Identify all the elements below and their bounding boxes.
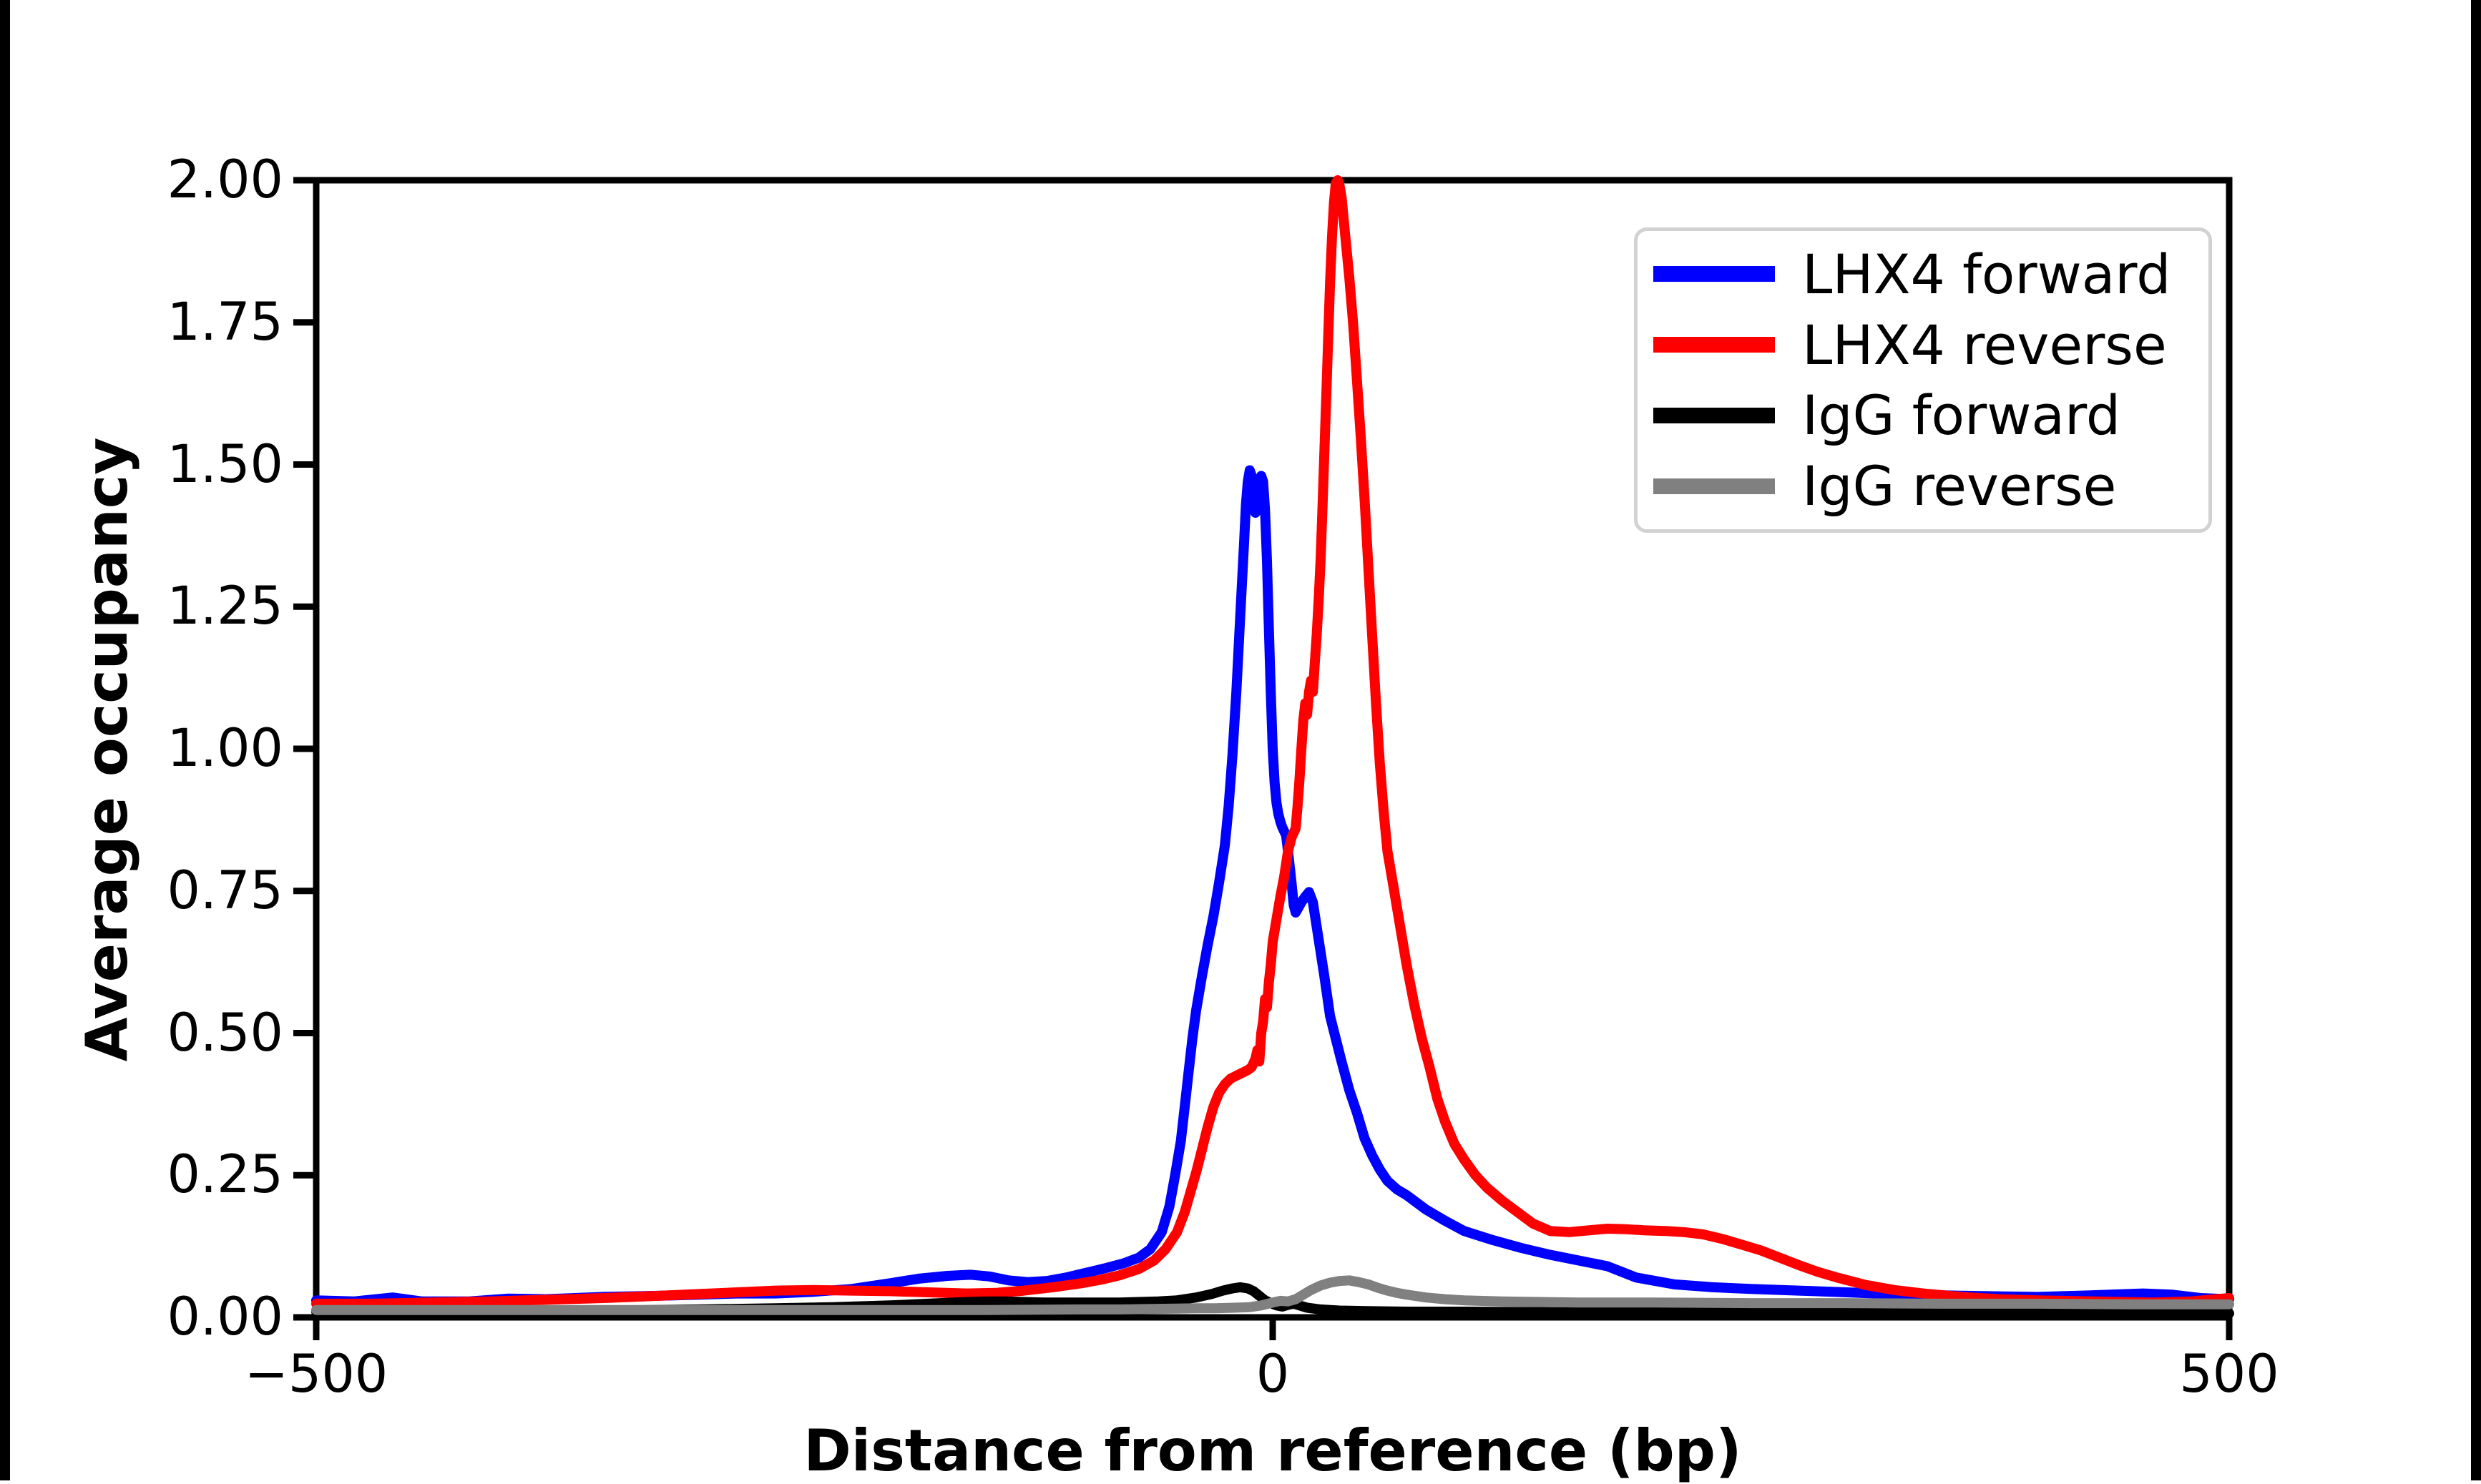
y-tick-label: 1.75 <box>167 291 283 353</box>
x-axis-label: Distance from reference (bp) <box>803 1417 1742 1484</box>
y-tick-label: 1.00 <box>167 718 283 779</box>
series-line-lhx4-reverse <box>311 175 2234 1309</box>
x-tick-label: 0 <box>1256 1344 1290 1405</box>
screen-edge-left <box>0 0 10 1480</box>
legend-line-sample-lhx4-forward <box>1653 266 1775 282</box>
x-tick-label: −500 <box>244 1344 388 1405</box>
legend-label: IgG reverse <box>1802 454 2117 519</box>
series-line-lhx4-forward <box>311 465 2234 1307</box>
legend-label: LHX4 forward <box>1802 242 2171 306</box>
legend-line-sample-lhx4-reverse <box>1653 337 1775 353</box>
screen-edge-right <box>2471 0 2481 1480</box>
legend-item-lhx4-forward: LHX4 forward <box>1653 242 2208 306</box>
legend-label: LHX4 reverse <box>1802 313 2167 377</box>
y-tick-label: 1.50 <box>167 433 283 495</box>
legend-line-sample-igg-forward <box>1653 407 1775 423</box>
legend-item-igg-reverse: IgG reverse <box>1653 454 2208 518</box>
legend: LHX4 forward LHX4 reverse IgG forward Ig… <box>1634 227 2212 533</box>
y-tick-label: 0.00 <box>167 1287 283 1347</box>
legend-label: IgG forward <box>1802 383 2121 448</box>
legend-item-igg-forward: IgG forward <box>1653 383 2208 447</box>
x-tick-label: 500 <box>2179 1344 2279 1405</box>
y-tick-label: 2.00 <box>167 149 283 210</box>
y-tick-label: 0.25 <box>167 1144 283 1206</box>
series-line-igg-forward <box>311 1282 2234 1319</box>
y-tick-label: 0.75 <box>167 860 283 921</box>
y-tick-label: 1.25 <box>167 576 283 637</box>
legend-line-sample-igg-reverse <box>1653 478 1775 494</box>
series-line-igg-reverse <box>311 1275 2234 1315</box>
legend-item-lhx4-reverse: LHX4 reverse <box>1653 313 2208 377</box>
y-tick-label: 0.50 <box>167 1002 283 1063</box>
y-axis-label: Average occupancy <box>74 437 140 1062</box>
